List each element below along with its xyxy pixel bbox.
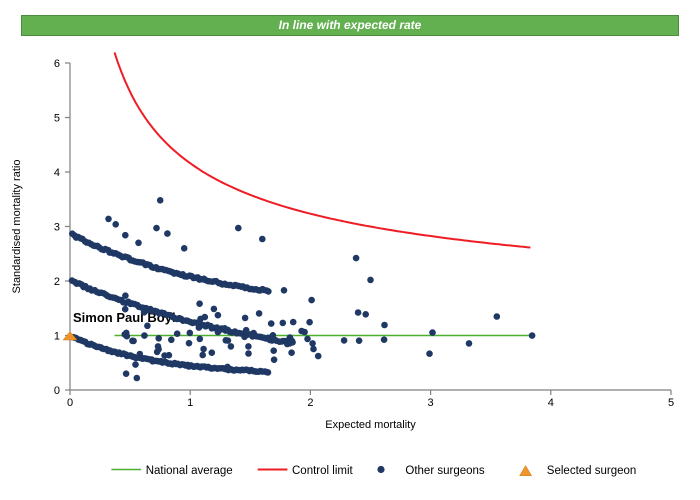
svg-text:5: 5: [54, 113, 60, 125]
svg-text:1: 1: [54, 331, 60, 343]
svg-text:1: 1: [187, 397, 193, 409]
svg-text:Other surgeons: Other surgeons: [405, 465, 485, 477]
svg-text:2: 2: [307, 397, 313, 409]
svg-text:National average: National average: [146, 465, 233, 477]
svg-text:3: 3: [428, 397, 434, 409]
svg-text:0: 0: [67, 397, 73, 409]
svg-text:2: 2: [54, 276, 60, 288]
svg-text:Selected surgeon: Selected surgeon: [547, 465, 637, 477]
svg-text:3: 3: [54, 222, 60, 234]
svg-text:0: 0: [54, 385, 60, 397]
svg-text:Expected mortality: Expected mortality: [325, 419, 416, 431]
svg-text:Standardised mortality ratio: Standardised mortality ratio: [11, 160, 23, 294]
svg-text:5: 5: [668, 397, 674, 409]
svg-text:4: 4: [54, 167, 60, 179]
svg-text:4: 4: [548, 397, 554, 409]
svg-text:6: 6: [54, 58, 60, 70]
svg-text:Control limit: Control limit: [292, 465, 354, 477]
